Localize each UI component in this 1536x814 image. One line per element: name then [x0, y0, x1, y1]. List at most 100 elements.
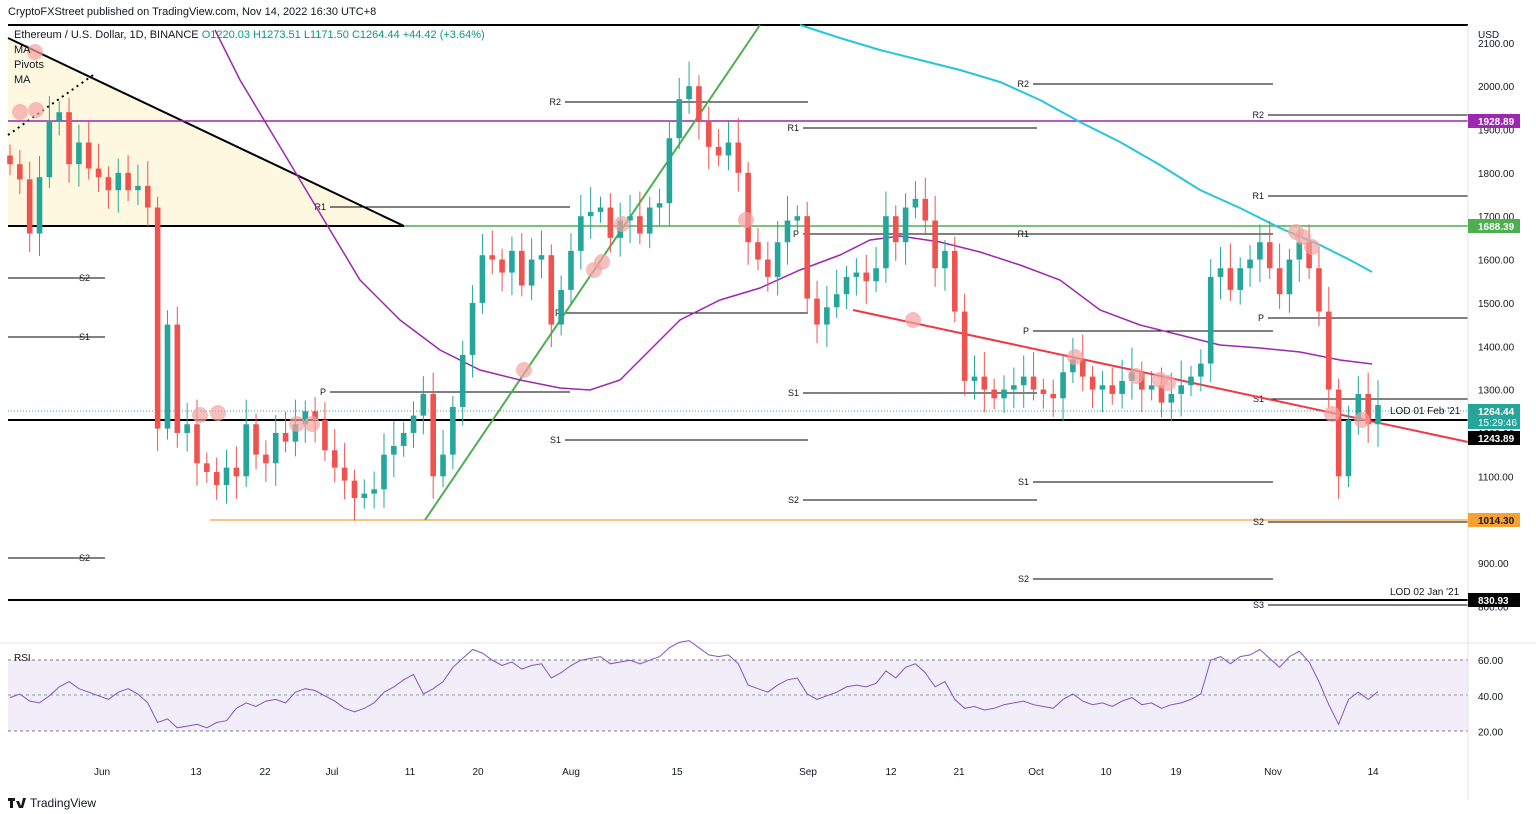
time-tick-label: 10 [1100, 767, 1112, 778]
candle-up [440, 454, 446, 477]
candle-up [774, 242, 781, 277]
touch-point [289, 416, 305, 432]
candle-up [1148, 385, 1155, 390]
pivot-label: S1 [1018, 477, 1029, 487]
price-badge-label: 1928.89 [1478, 117, 1515, 128]
candle-down [952, 250, 958, 312]
candle-down [154, 207, 161, 429]
candle-up [1237, 268, 1244, 290]
candle-up [587, 211, 594, 217]
candle-up [646, 207, 653, 234]
pivot-label: R2 [1017, 79, 1029, 89]
footer-brand[interactable]: TradingView [8, 796, 96, 810]
candle-up [1345, 419, 1352, 477]
candle-down [1050, 393, 1057, 399]
time-axis: Jun 13 22 Jul 11 20 Aug 15 Sep 12 21 Oct 10 19 Nov 14 [94, 767, 1379, 778]
price-tick-label: 1400.00 [1478, 342, 1515, 353]
indicator-ma-1[interactable]: MA [14, 44, 31, 56]
time-tick-label: Jun [94, 767, 110, 778]
candle-up [46, 120, 53, 178]
touch-point [1128, 368, 1144, 384]
touch-point [1160, 375, 1176, 391]
time-tick-label: 13 [190, 767, 202, 778]
candle-up [912, 198, 919, 208]
pivot-label: P [793, 229, 799, 239]
pivot-label: S2 [1253, 517, 1264, 527]
candle-up [902, 207, 909, 243]
candle-up [1070, 359, 1076, 373]
countdown-label: 15:29:46 [1478, 418, 1517, 429]
time-tick-label: Oct [1028, 767, 1044, 778]
candle-down [1276, 268, 1283, 295]
candle-up [420, 393, 427, 416]
candle-up [164, 324, 171, 429]
candle-up [1217, 268, 1224, 277]
candle-up [794, 216, 801, 221]
candle-up [568, 250, 574, 290]
candle-up [784, 220, 791, 243]
candle-up [36, 177, 43, 234]
candle-down [1325, 311, 1332, 390]
price-badge-label: 1264.44 [1478, 407, 1515, 418]
candle-up [1207, 276, 1214, 364]
candle-up [1119, 380, 1125, 394]
pivot-label: S2 [788, 495, 799, 505]
touch-point [28, 102, 44, 118]
candle-down [1316, 268, 1322, 312]
candle-up [725, 142, 732, 156]
candle-down [174, 324, 181, 433]
candle-down [1365, 393, 1371, 425]
candle-up [686, 86, 692, 100]
indicator-ma-2[interactable]: MA [14, 74, 31, 86]
candle-down [548, 255, 555, 325]
rsi-tick-label: 40.00 [1478, 692, 1503, 703]
touch-point [1354, 412, 1370, 428]
ohlc-values: O1220.03 H1273.51 L1171.50 C1264.44 +44.… [201, 29, 485, 41]
candle-up [272, 432, 279, 464]
candle-up [223, 467, 230, 485]
candle-up [479, 255, 486, 303]
pivot-label: R2 [1252, 110, 1264, 120]
candle-down [282, 432, 289, 442]
indicator-pivots[interactable]: Pivots [14, 59, 44, 71]
time-tick-label: 14 [1367, 767, 1379, 778]
touch-point [905, 312, 921, 328]
candle-down [1158, 385, 1165, 403]
price-badge-label: 1243.89 [1478, 434, 1515, 445]
pivot-label: R1 [1252, 191, 1264, 201]
pivot-label: S1 [1253, 394, 1264, 404]
price-tick-label: 2100.00 [1478, 39, 1515, 50]
price-badge-label: 1014.30 [1478, 516, 1515, 527]
touch-point [738, 212, 754, 228]
price-tick-label: 1600.00 [1478, 256, 1515, 267]
publisher-header: CryptoFXStreet published on TradingView.… [8, 6, 377, 18]
candle-up [1286, 259, 1293, 295]
candle-up [391, 445, 397, 455]
candle-up [135, 185, 141, 191]
candle-down [17, 164, 23, 180]
symbol-legend: Ethereum / U.S. Dollar, 1D, BINANCE O122… [14, 29, 485, 41]
candle-up [361, 493, 368, 498]
candle-up [824, 307, 830, 325]
candle-down [85, 142, 92, 169]
candle-up [1001, 389, 1007, 399]
touch-point [1324, 406, 1340, 422]
candle-down [213, 471, 220, 485]
candle-down [765, 259, 771, 277]
touch-point [594, 254, 610, 270]
price-tick-label: 1900.00 [1478, 126, 1515, 137]
price-tick-label: 1700.00 [1478, 212, 1515, 223]
candle-up [450, 406, 456, 455]
candle-down [253, 424, 259, 455]
candle-down [607, 207, 614, 238]
candle-up [873, 268, 879, 282]
candle-up [76, 142, 82, 165]
time-tick-label: Nov [1264, 767, 1282, 778]
candle-up [558, 289, 564, 325]
time-tick-label: 11 [405, 767, 416, 778]
price-badge [1468, 593, 1520, 607]
candles-group [7, 61, 1381, 521]
time-tick-label: Jul [326, 767, 339, 778]
touch-point [1304, 239, 1320, 255]
